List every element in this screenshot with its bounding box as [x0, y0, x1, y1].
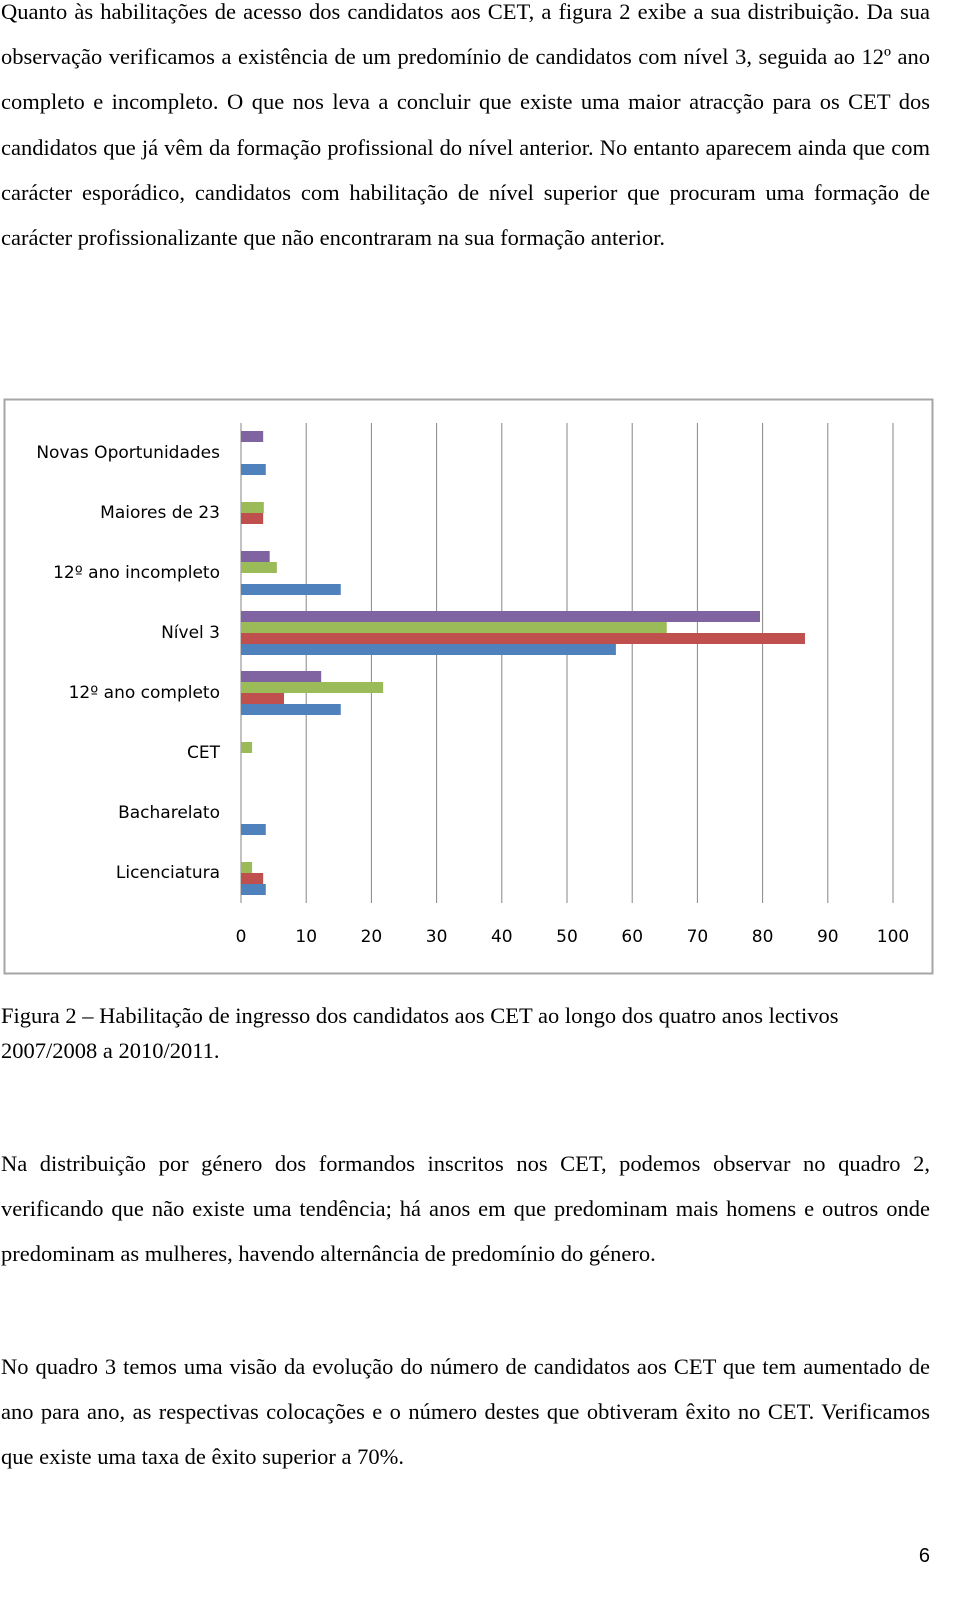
- x-tick-label: 50: [556, 927, 578, 947]
- x-tick-label: 0: [236, 927, 247, 947]
- bar: [241, 644, 616, 655]
- chart-frame: [3, 398, 934, 975]
- x-tick-label: 10: [295, 927, 317, 947]
- y-tick-label: 12º ano completo: [69, 683, 220, 703]
- y-tick-label: Bacharelato: [118, 803, 220, 823]
- bar: [241, 862, 253, 873]
- bar: [241, 704, 341, 715]
- bar: [241, 671, 322, 682]
- bar: [241, 622, 667, 633]
- paragraph: No quadro 3 temos uma visão da evolução …: [1, 1354, 930, 1470]
- y-tick-label: CET: [187, 743, 221, 763]
- x-tick-label: 40: [491, 927, 513, 947]
- bar: [241, 633, 805, 644]
- figure-caption: Figura 2 – Habilitação de ingresso dos c…: [1, 1003, 839, 1063]
- x-tick-label: 80: [752, 927, 774, 947]
- x-tick-label: 70: [687, 927, 709, 947]
- bar: [241, 464, 266, 475]
- bar: [241, 884, 266, 895]
- x-tick-label: 90: [817, 927, 839, 947]
- y-tick-label: Novas Oportunidades: [36, 443, 220, 463]
- bar: [241, 513, 264, 524]
- bar: [241, 611, 760, 622]
- y-tick-label: Nível 3: [161, 623, 220, 643]
- bar: [241, 584, 341, 595]
- y-tick-label: Maiores de 23: [100, 503, 220, 523]
- chart: 0 10 20 30 40 50 60 70 80 90 100 Novas Oportunidade…: [3, 398, 934, 975]
- paragraph: Quanto às habilitações de acesso dos can…: [1, 0, 930, 251]
- x-tick-label: 30: [426, 927, 448, 947]
- bar: [241, 562, 277, 573]
- paragraph: Na distribuição por género dos formandos…: [1, 1151, 930, 1267]
- bar: [241, 824, 266, 835]
- bar: [241, 693, 285, 704]
- x-tick-label: 60: [621, 927, 643, 947]
- x-tick-label: 20: [361, 927, 383, 947]
- bar: [241, 431, 264, 442]
- y-tick-label: Licenciatura: [116, 863, 220, 883]
- bar: [241, 551, 270, 562]
- bar: [241, 742, 253, 753]
- bar: [241, 682, 384, 693]
- bar: [241, 502, 264, 513]
- page-number: 6: [918, 1545, 930, 1567]
- bar: [241, 873, 264, 884]
- x-tick-label: 100: [877, 927, 909, 947]
- y-tick-label: 12º ano incompleto: [53, 563, 220, 583]
